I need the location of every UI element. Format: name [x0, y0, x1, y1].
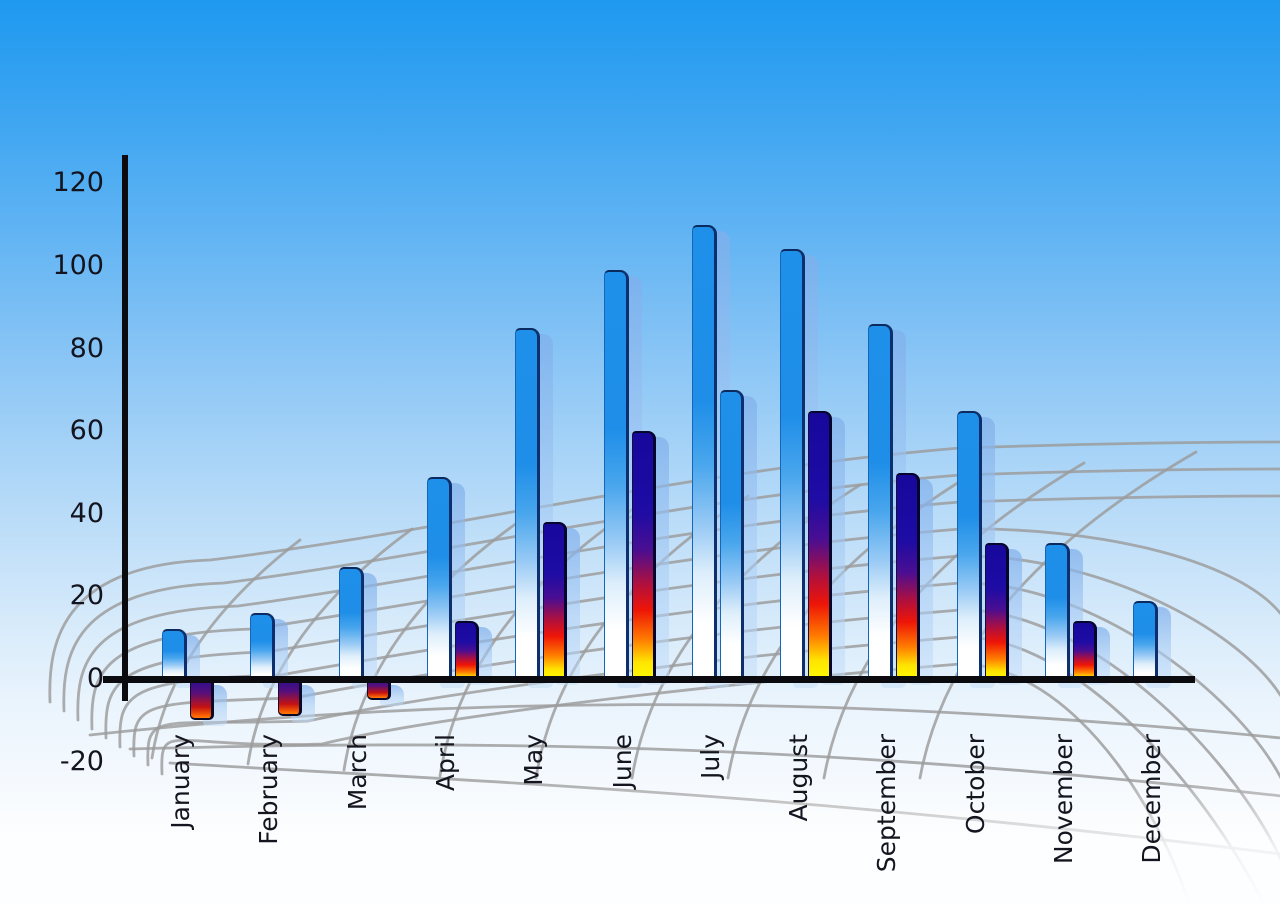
- y-tick-label-20: 20: [69, 580, 104, 612]
- y-tick-label-80: 80: [69, 332, 104, 364]
- bar-november-secondary: [1073, 621, 1097, 682]
- bar-january-primary: [162, 629, 187, 683]
- month-label-august: August: [784, 734, 814, 822]
- y-tick-label-100: 100: [52, 250, 104, 281]
- bar-april-primary: [426, 476, 452, 683]
- bar-august-primary: [780, 249, 806, 683]
- grid-line: [246, 527, 414, 766]
- month-label-april: April: [430, 734, 460, 792]
- bar-february-primary: [250, 612, 276, 683]
- bar-january-secondary: [190, 679, 214, 721]
- grid-line: [88, 703, 1280, 740]
- month-label-december: December: [1137, 734, 1167, 864]
- bar-november-primary: [1045, 542, 1070, 683]
- month-label-march: March: [342, 734, 372, 811]
- bar-june-secondary: [631, 431, 656, 682]
- month-label-february: February: [254, 734, 284, 845]
- bar-may-primary: [515, 327, 541, 683]
- x-axis-line: [103, 676, 1195, 683]
- grid-line: [62, 467, 1280, 713]
- bar-march-secondary: [366, 679, 391, 700]
- y-tick-label-40: 40: [69, 497, 104, 529]
- bar-september-secondary: [896, 472, 921, 682]
- bar-february-secondary: [278, 679, 303, 717]
- y-tick-label-120: 120: [52, 167, 104, 199]
- grid-line: [128, 743, 1280, 798]
- grid-line: [160, 662, 1192, 905]
- bar-july-primary: [691, 224, 717, 683]
- bar-october-primary: [956, 410, 982, 683]
- grid-line: [76, 494, 1280, 722]
- bar-august-secondary: [808, 410, 833, 682]
- grid-line: [48, 440, 1280, 704]
- month-label-june: June: [607, 734, 637, 789]
- month-label-january: January: [166, 734, 195, 829]
- bar-may-secondary: [543, 522, 568, 682]
- bar-june-primary: [603, 270, 629, 683]
- month-label-october: October: [960, 734, 990, 835]
- bar-october-secondary: [984, 542, 1009, 682]
- bar-april-secondary: [454, 621, 479, 682]
- month-label-may: May: [519, 734, 549, 786]
- bar-september-primary: [868, 323, 894, 683]
- y-axis-line: [122, 155, 128, 701]
- month-label-july: July: [695, 734, 725, 779]
- bar-march-primary: [338, 567, 364, 683]
- grid-line: [342, 516, 526, 772]
- bar-july-secondary: [719, 389, 744, 682]
- bar-december-primary: [1133, 600, 1159, 683]
- month-label-november: November: [1049, 734, 1078, 865]
- grid-line: [438, 505, 638, 778]
- month-label-september: September: [872, 734, 902, 873]
- y-tick-label-60: 60: [69, 415, 104, 447]
- y-tick-label--20: -20: [59, 745, 104, 777]
- y-tick-label-0: 0: [86, 663, 104, 694]
